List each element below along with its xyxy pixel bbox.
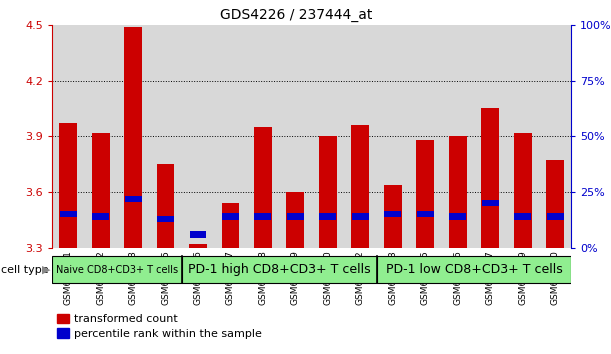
Bar <box>157 216 174 222</box>
Bar <box>287 192 304 248</box>
Bar <box>92 213 109 220</box>
Bar <box>514 132 532 248</box>
Bar <box>222 203 240 248</box>
Bar <box>59 123 77 248</box>
Bar <box>254 213 271 220</box>
Bar <box>384 211 401 217</box>
Bar <box>514 213 531 220</box>
Bar <box>539 25 571 248</box>
Bar <box>287 213 304 220</box>
Bar <box>474 25 507 248</box>
Text: cell type: cell type <box>1 265 49 275</box>
Bar <box>384 184 401 248</box>
Bar <box>547 213 563 220</box>
Bar <box>279 25 312 248</box>
Text: ▶: ▶ <box>42 265 50 275</box>
Text: Naive CD8+CD3+ T cells: Naive CD8+CD3+ T cells <box>56 265 178 275</box>
Bar <box>149 25 182 248</box>
Bar <box>376 25 409 248</box>
Bar <box>124 27 142 248</box>
Bar <box>409 25 442 248</box>
Bar <box>214 25 247 248</box>
Bar <box>84 25 117 248</box>
Bar <box>442 25 474 248</box>
Bar <box>117 25 149 248</box>
Bar <box>189 231 207 238</box>
Bar <box>481 200 499 206</box>
Bar <box>344 25 376 248</box>
Text: PD-1 low CD8+CD3+ T cells: PD-1 low CD8+CD3+ T cells <box>386 263 562 276</box>
Bar <box>92 132 109 248</box>
Bar <box>417 211 434 217</box>
Title: GDS4226 / 237444_at: GDS4226 / 237444_at <box>220 8 372 22</box>
Bar <box>312 25 344 248</box>
Bar <box>546 160 564 248</box>
FancyBboxPatch shape <box>182 256 376 284</box>
Bar <box>189 244 207 248</box>
Bar <box>320 213 336 220</box>
Bar <box>222 213 239 220</box>
Bar <box>416 140 434 248</box>
Bar <box>352 213 369 220</box>
Bar <box>448 136 467 248</box>
Bar <box>156 164 175 248</box>
Bar <box>52 25 84 248</box>
Bar <box>254 127 272 248</box>
FancyBboxPatch shape <box>52 256 182 284</box>
Bar <box>507 25 539 248</box>
Text: PD-1 high CD8+CD3+ T cells: PD-1 high CD8+CD3+ T cells <box>188 263 370 276</box>
Bar <box>481 108 499 248</box>
Bar <box>182 25 214 248</box>
Bar <box>247 25 279 248</box>
FancyBboxPatch shape <box>376 256 571 284</box>
Bar <box>60 211 76 217</box>
Bar <box>125 196 142 202</box>
Bar <box>319 136 337 248</box>
Legend: transformed count, percentile rank within the sample: transformed count, percentile rank withi… <box>57 314 262 339</box>
Bar <box>351 125 369 248</box>
Bar <box>449 213 466 220</box>
